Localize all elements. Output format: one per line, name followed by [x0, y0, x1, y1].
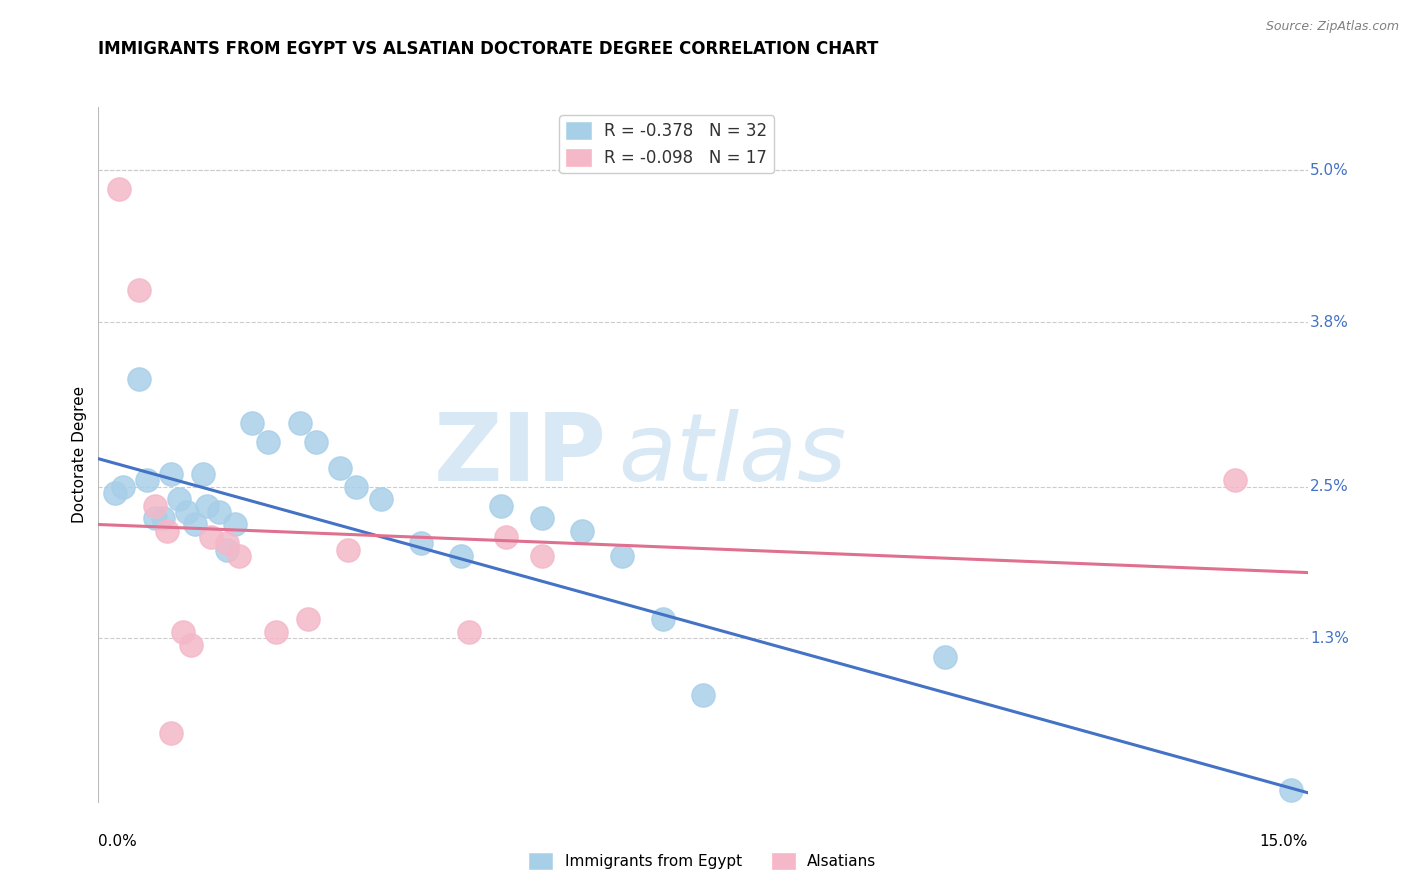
Point — [172, 625, 194, 640]
Point — [217, 536, 239, 550]
Point — [530, 549, 553, 563]
Text: 15.0%: 15.0% — [1260, 834, 1308, 849]
Point — [458, 625, 481, 640]
Point — [103, 486, 125, 500]
Text: 1.3%: 1.3% — [1310, 631, 1348, 646]
Point — [530, 511, 553, 525]
Point — [208, 505, 231, 519]
Point — [1223, 473, 1246, 487]
Point — [612, 549, 634, 563]
Point — [495, 530, 517, 544]
Point — [224, 517, 246, 532]
Text: IMMIGRANTS FROM EGYPT VS ALSATIAN DOCTORATE DEGREE CORRELATION CHART: IMMIGRANTS FROM EGYPT VS ALSATIAN DOCTOR… — [98, 40, 879, 58]
Point — [143, 511, 166, 525]
Text: 3.8%: 3.8% — [1310, 315, 1348, 329]
Point — [692, 688, 714, 702]
Point — [1281, 783, 1303, 797]
Point — [111, 479, 134, 493]
Legend: R = -0.378   N = 32, R = -0.098   N = 17: R = -0.378 N = 32, R = -0.098 N = 17 — [560, 115, 775, 173]
Point — [200, 530, 222, 544]
Point — [571, 524, 593, 538]
Point — [297, 612, 319, 626]
Point — [491, 499, 513, 513]
Point — [160, 726, 183, 740]
Point — [152, 511, 174, 525]
Text: 2.5%: 2.5% — [1310, 479, 1348, 494]
Text: ZIP: ZIP — [433, 409, 606, 501]
Point — [176, 505, 198, 519]
Point — [195, 499, 218, 513]
Point — [329, 460, 352, 475]
Point — [135, 473, 157, 487]
Point — [256, 435, 278, 450]
Text: Source: ZipAtlas.com: Source: ZipAtlas.com — [1265, 20, 1399, 33]
Point — [228, 549, 250, 563]
Point — [156, 524, 179, 538]
Point — [651, 612, 673, 626]
Point — [143, 499, 166, 513]
Point — [409, 536, 432, 550]
Point — [337, 542, 360, 557]
Point — [167, 492, 190, 507]
Point — [217, 542, 239, 557]
Point — [184, 517, 207, 532]
Point — [128, 284, 150, 298]
Point — [288, 417, 311, 431]
Point — [193, 467, 215, 481]
Point — [934, 650, 956, 665]
Point — [264, 625, 287, 640]
Point — [180, 638, 202, 652]
Legend: Immigrants from Egypt, Alsatians: Immigrants from Egypt, Alsatians — [523, 847, 883, 875]
Point — [128, 372, 150, 386]
Point — [450, 549, 472, 563]
Point — [305, 435, 328, 450]
Text: 5.0%: 5.0% — [1310, 163, 1348, 178]
Point — [240, 417, 263, 431]
Y-axis label: Doctorate Degree: Doctorate Degree — [72, 386, 87, 524]
Text: 0.0%: 0.0% — [98, 834, 138, 849]
Point — [370, 492, 392, 507]
Point — [344, 479, 367, 493]
Point — [160, 467, 183, 481]
Text: atlas: atlas — [619, 409, 846, 500]
Point — [107, 182, 129, 196]
